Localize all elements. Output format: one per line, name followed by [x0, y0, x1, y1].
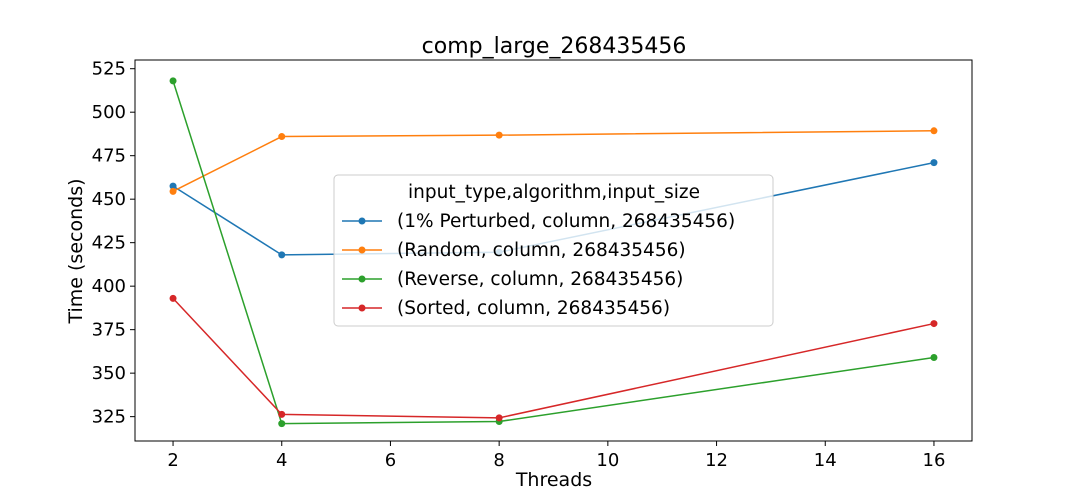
x-tick-label: 6	[385, 450, 396, 471]
legend-swatch-marker	[358, 275, 366, 283]
data-point	[495, 414, 503, 422]
data-point	[169, 182, 177, 190]
x-tick-label: 8	[493, 450, 504, 471]
chart-title: comp_large_268435456	[422, 34, 687, 59]
y-tick-label: 375	[92, 320, 126, 341]
x-tick-label: 14	[814, 450, 837, 471]
legend-box	[333, 174, 774, 327]
series-line-4	[172, 297, 935, 419]
x-axis-label: Threads	[515, 469, 592, 491]
x-tick-label: 4	[276, 450, 287, 471]
legend-swatch-marker	[358, 304, 366, 312]
data-point	[278, 420, 286, 428]
y-axis-label: Time (seconds)	[65, 178, 87, 324]
data-point	[278, 251, 286, 259]
y-tick-label: 500	[92, 102, 126, 123]
x-tick-label: 10	[596, 450, 619, 471]
series-line-2	[172, 130, 934, 193]
legend-entry-label: (1% Perturbed, column, 268435456)	[397, 211, 735, 232]
y-tick-label: 400	[92, 276, 126, 297]
data-point	[930, 159, 938, 167]
x-tick-label: 16	[923, 450, 946, 471]
y-tick-label: 350	[92, 363, 126, 384]
legend-title: input_type,algorithm,input_size	[408, 182, 700, 203]
data-point	[278, 410, 286, 418]
data-point	[495, 131, 503, 139]
x-axis-ticks: 2 4 6 8 10 12 14 16	[167, 441, 945, 471]
y-tick-label: 450	[92, 189, 126, 210]
data-point	[169, 294, 177, 302]
x-tick-label: 12	[705, 450, 728, 471]
data-point	[169, 187, 177, 195]
y-tick-label: 325	[92, 407, 126, 428]
y-tick-label: 525	[92, 59, 126, 80]
legend-entry-label: (Sorted, column, 268435456)	[397, 298, 670, 319]
data-point	[930, 320, 938, 328]
data-point	[169, 77, 177, 85]
legend-entry-label: (Random, column, 268435456)	[397, 240, 686, 261]
y-tick-label: 425	[92, 233, 126, 254]
x-tick-label: 2	[167, 450, 178, 471]
data-point	[278, 133, 286, 141]
legend: input_type,algorithm,input_size (1% Pert…	[333, 174, 774, 327]
series-line-3	[172, 80, 935, 425]
legend-entries: (1% Perturbed, column, 268435456) (Random…	[342, 211, 735, 319]
plot-area	[134, 59, 973, 442]
legend-swatch-marker	[358, 246, 366, 254]
legend-entry-label: (Reverse, column, 268435456)	[397, 269, 683, 290]
y-axis-ticks: 325 350 375 400 425 450 475 500 525	[92, 59, 135, 428]
legend-swatch-marker	[358, 217, 366, 225]
data-point	[930, 127, 938, 135]
data-point	[930, 353, 938, 361]
y-tick-label: 475	[92, 146, 126, 167]
